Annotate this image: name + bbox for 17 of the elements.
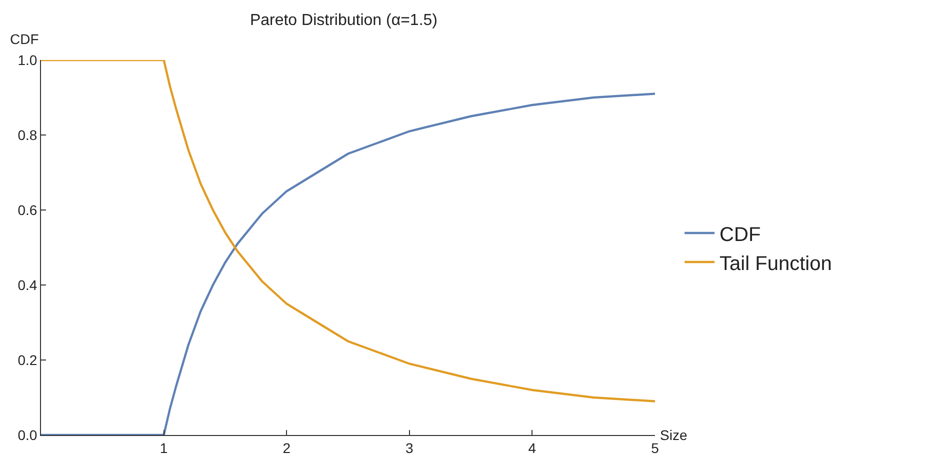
y-tick-label: 0.2 — [18, 352, 38, 368]
y-axis-title: CDF — [10, 31, 39, 47]
y-tick-label: 0.4 — [18, 276, 38, 293]
y-tick-label: 0.0 — [18, 426, 38, 443]
legend-label: CDF — [720, 224, 761, 246]
x-tick-label: 4 — [528, 440, 536, 456]
legend-label: Tail Function — [720, 252, 832, 275]
y-tick-label: 1.0 — [18, 52, 38, 68]
x-tick-label: 2 — [282, 440, 291, 456]
y-tick-label: 0.6 — [18, 202, 38, 218]
x-tick-label: 1 — [160, 440, 168, 456]
chart-title: Pareto Distribution (α=1.5) — [250, 12, 438, 29]
y-tick-label: 0.8 — [18, 126, 38, 143]
x-axis-title: Size — [660, 427, 688, 443]
line-series — [41, 60, 655, 402]
x-tick-label: 5 — [651, 440, 660, 456]
x-tick-label: 3 — [406, 440, 414, 456]
